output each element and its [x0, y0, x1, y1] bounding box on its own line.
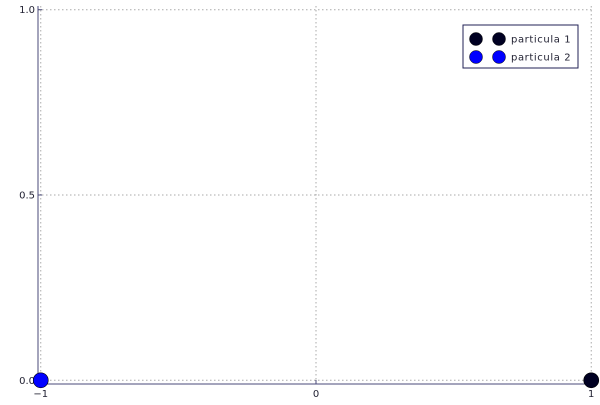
data-point-series-1 [583, 372, 600, 389]
data-point-series-2 [32, 372, 49, 389]
y-tick-label: 0.0 [19, 376, 35, 387]
y-tick-label: 0.5 [19, 191, 35, 202]
tick-labels: −1 0 1 0.0 0.5 1.0 [19, 5, 594, 400]
x-tick-label: 0 [313, 389, 319, 400]
legend-marker-series-1 [469, 32, 483, 46]
x-tick-label: −1 [33, 389, 48, 400]
legend-label-series-2: particula 2 [511, 53, 571, 64]
legend-label-series-1: particula 1 [511, 35, 571, 46]
legend-marker-series-1 [492, 32, 506, 46]
data-points [32, 372, 600, 389]
legend-marker-series-2 [469, 50, 483, 64]
legend-marker-series-2 [492, 50, 506, 64]
legend-box [462, 24, 579, 69]
x-tick-label: 1 [588, 389, 594, 400]
y-tick-label: 1.0 [19, 5, 35, 16]
legend: particula 1 particula 2 [462, 24, 579, 69]
